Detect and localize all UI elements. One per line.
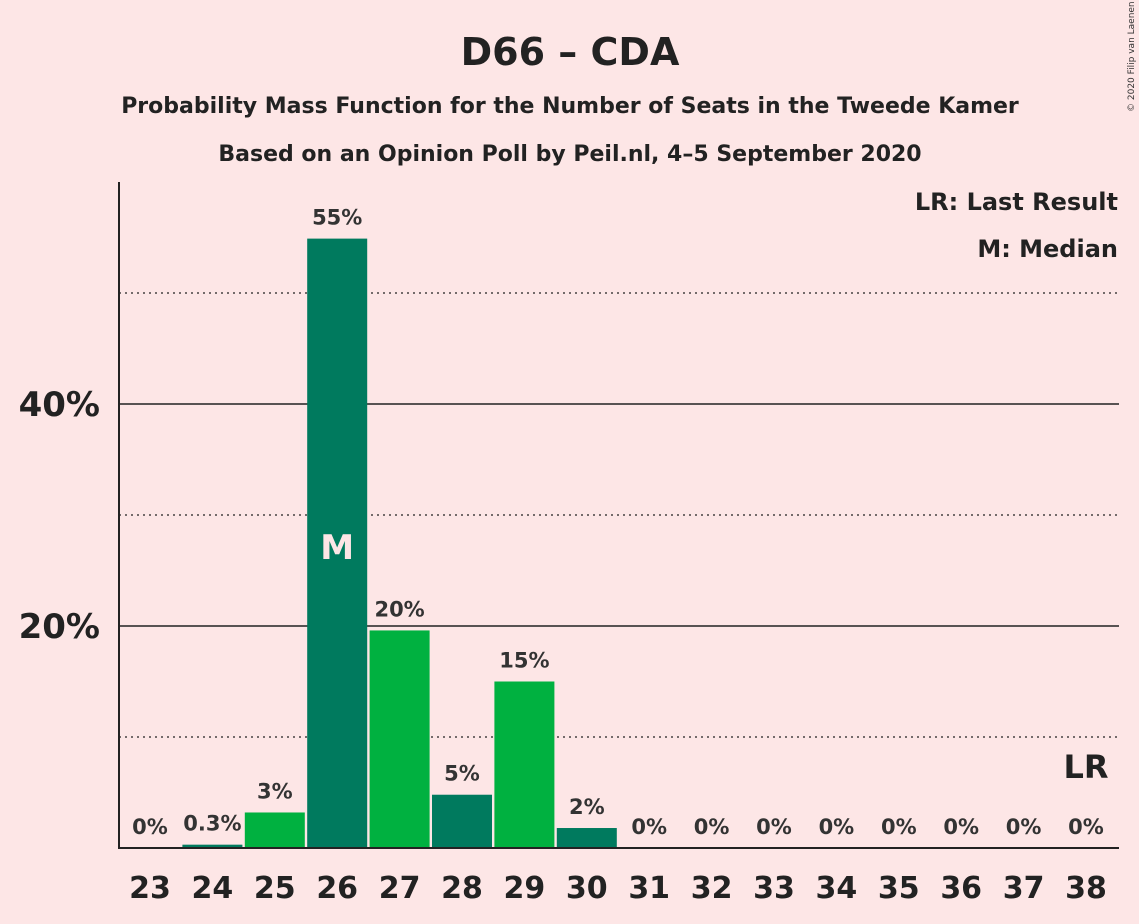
x-tick-label: 34 bbox=[816, 871, 858, 906]
data-label: 0.3% bbox=[183, 812, 241, 836]
data-label: 5% bbox=[444, 762, 480, 786]
x-tick-label: 35 bbox=[878, 871, 920, 906]
data-label: 15% bbox=[499, 649, 549, 673]
x-tick-label: 36 bbox=[940, 871, 982, 906]
data-label: 0% bbox=[819, 815, 855, 839]
data-label: 0% bbox=[1006, 815, 1042, 839]
data-label: 0% bbox=[943, 815, 979, 839]
last-result-marker: LR bbox=[1063, 748, 1108, 786]
x-tick-label: 28 bbox=[441, 871, 483, 906]
x-tick-label: 26 bbox=[316, 871, 358, 906]
bar-seats-30 bbox=[556, 828, 617, 848]
bar-seats-29 bbox=[494, 681, 555, 848]
bar-seats-27 bbox=[369, 630, 430, 848]
data-label: 0% bbox=[1068, 815, 1104, 839]
data-label: 3% bbox=[257, 779, 293, 803]
data-label: 55% bbox=[312, 206, 362, 230]
x-tick-label: 32 bbox=[691, 871, 733, 906]
data-label: 0% bbox=[132, 815, 168, 839]
bar-seats-28 bbox=[432, 794, 492, 848]
x-tick-label: 24 bbox=[192, 871, 234, 906]
chart-source-subtitle: Based on an Opinion Poll by Peil.nl, 4–5… bbox=[218, 142, 921, 167]
bars bbox=[182, 238, 617, 849]
legend-median: M: Median bbox=[977, 235, 1118, 263]
x-tick-label: 33 bbox=[753, 871, 795, 906]
data-label: 0% bbox=[881, 815, 917, 839]
x-tick-label: 29 bbox=[504, 871, 546, 906]
gridlines bbox=[119, 292, 1119, 738]
bar-seats-25 bbox=[244, 812, 305, 848]
chart-subtitle: Probability Mass Function for the Number… bbox=[121, 94, 1019, 119]
legend-last-result: LR: Last Result bbox=[915, 188, 1118, 216]
x-tick-label: 30 bbox=[566, 871, 608, 906]
data-label: 0% bbox=[631, 815, 667, 839]
copyright-notice: © 2020 Filip van Laenen bbox=[1127, 1, 1137, 112]
x-tick-label: 37 bbox=[1003, 871, 1045, 906]
y-tick-label: 40% bbox=[19, 385, 100, 425]
data-label: 2% bbox=[569, 795, 605, 819]
x-tick-label: 27 bbox=[379, 871, 421, 906]
data-label: 0% bbox=[756, 815, 792, 839]
chart-title: D66 – CDA bbox=[461, 30, 680, 74]
y-tick-label: 20% bbox=[19, 607, 100, 647]
bar-seats-24 bbox=[182, 844, 243, 848]
x-tick-label: 31 bbox=[628, 871, 670, 906]
data-labels: 0% 0.3% 3% 55% 20% 5% 15% 2% 0% 0% 0% 0% 0% 0% 0% 0% M LR bbox=[132, 206, 1108, 839]
x-tick-label: 25 bbox=[254, 871, 296, 906]
data-label: 0% bbox=[694, 815, 730, 839]
x-tick-label: 38 bbox=[1065, 871, 1107, 906]
x-tick-label: 23 bbox=[129, 871, 171, 906]
bar-seats-26 bbox=[307, 238, 368, 849]
axes: 20% 40% 23 24 25 26 27 28 29 30 31 32 33 34 35 36 37 38 bbox=[19, 182, 1119, 906]
median-marker: M bbox=[320, 528, 354, 568]
data-label: 20% bbox=[374, 597, 424, 621]
